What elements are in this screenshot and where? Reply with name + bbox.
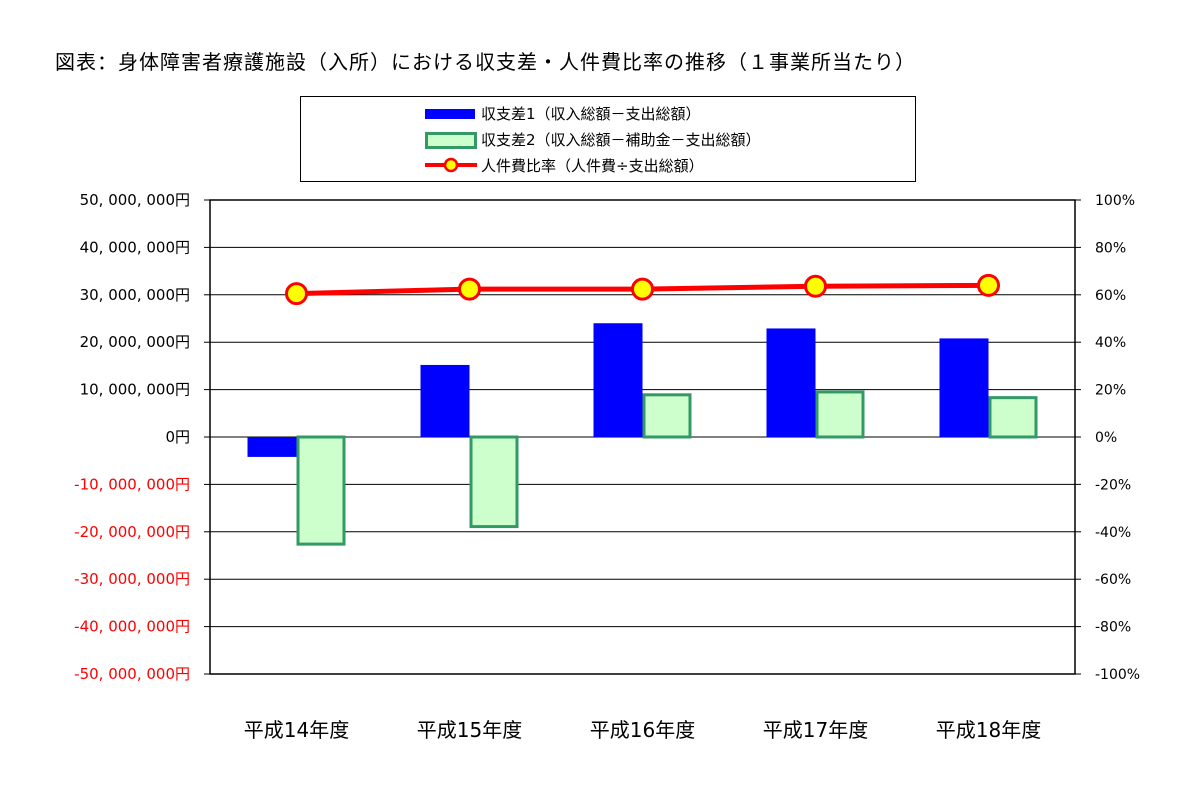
y-right-tick-label: 0% [1095, 430, 1117, 446]
bar-s2 [815, 390, 865, 439]
y-left-tick-label: 50, 000, 000円 [80, 191, 190, 209]
legend: 収支差1（収入総額－支出総額） 収支差2（収入総額－補助金－支出総額） 人件費比… [300, 96, 916, 182]
y-right-tick-label: -40% [1095, 525, 1131, 541]
y-right-tick-label: -20% [1095, 477, 1131, 493]
y-left-tick-label: -10, 000, 000円 [74, 475, 190, 493]
x-tick-label: 平成18年度 [936, 718, 1041, 742]
y-left-tick-label: 10, 000, 000円 [80, 381, 190, 399]
y-right-tick-label: 20% [1095, 383, 1126, 399]
legend-item-s2: 収支差2（収入総額－補助金－支出総額） [301, 127, 915, 151]
x-tick-label: 平成15年度 [417, 718, 522, 742]
y-left-tick-label: 30, 000, 000円 [80, 286, 190, 304]
legend-swatch-s1 [425, 109, 475, 119]
legend-item-s3: 人件費比率（人件費÷支出総額） [301, 153, 915, 177]
chart-title: 図表：身体障害者療護施設（入所）における収支差・人件費比率の推移（１事業所当たり… [55, 50, 916, 74]
legend-label-s1: 収支差1（収入総額－支出総額） [481, 105, 701, 123]
y-left-tick-label: -40, 000, 000円 [74, 618, 190, 636]
bar-s1 [593, 323, 643, 437]
bar-s1 [420, 364, 470, 437]
legend-label-s2: 収支差2（収入総額－補助金－支出総額） [481, 131, 761, 149]
legend-swatch-s2 [425, 132, 477, 149]
y-right-tick-label: 40% [1095, 335, 1126, 351]
marker-s3 [804, 274, 827, 298]
y-left-tick-label: 40, 000, 000円 [80, 238, 190, 256]
legend-swatch-s3 [425, 157, 477, 173]
y-right-tick-label: -60% [1095, 572, 1131, 588]
y-left-tick-label: -30, 000, 000円 [74, 570, 190, 588]
bar-s2 [642, 393, 692, 439]
x-tick-label: 平成17年度 [763, 718, 868, 742]
bar-s2 [988, 396, 1038, 439]
y-right-tick-label: 60% [1095, 288, 1126, 304]
marker-s3 [285, 282, 308, 306]
bar-s1 [247, 437, 297, 457]
y-left-tick-label: 20, 000, 000円 [80, 333, 190, 351]
bar-s2 [296, 435, 346, 546]
y-right-tick-label: -100% [1095, 667, 1140, 683]
y-right-tick-label: 80% [1095, 240, 1126, 256]
y-right-tick-label: 100% [1095, 193, 1135, 209]
y-left-tick-label: 0円 [165, 428, 190, 446]
marker-s3 [458, 277, 481, 301]
x-tick-label: 平成16年度 [590, 718, 695, 742]
x-tick-label: 平成14年度 [244, 718, 349, 742]
legend-label-s3: 人件費比率（人件費÷支出総額） [481, 157, 704, 175]
y-left-tick-label: -50, 000, 000円 [74, 665, 190, 683]
bar-s1 [939, 338, 989, 437]
bar-s2 [469, 435, 519, 529]
plot-area [209, 199, 1076, 675]
bar-s1 [766, 328, 816, 437]
marker-s3 [977, 273, 1000, 297]
legend-item-s1: 収支差1（収入総額－支出総額） [301, 101, 915, 125]
marker-s3 [631, 277, 654, 301]
y-right-tick-label: -80% [1095, 620, 1131, 636]
y-left-tick-label: -20, 000, 000円 [74, 523, 190, 541]
